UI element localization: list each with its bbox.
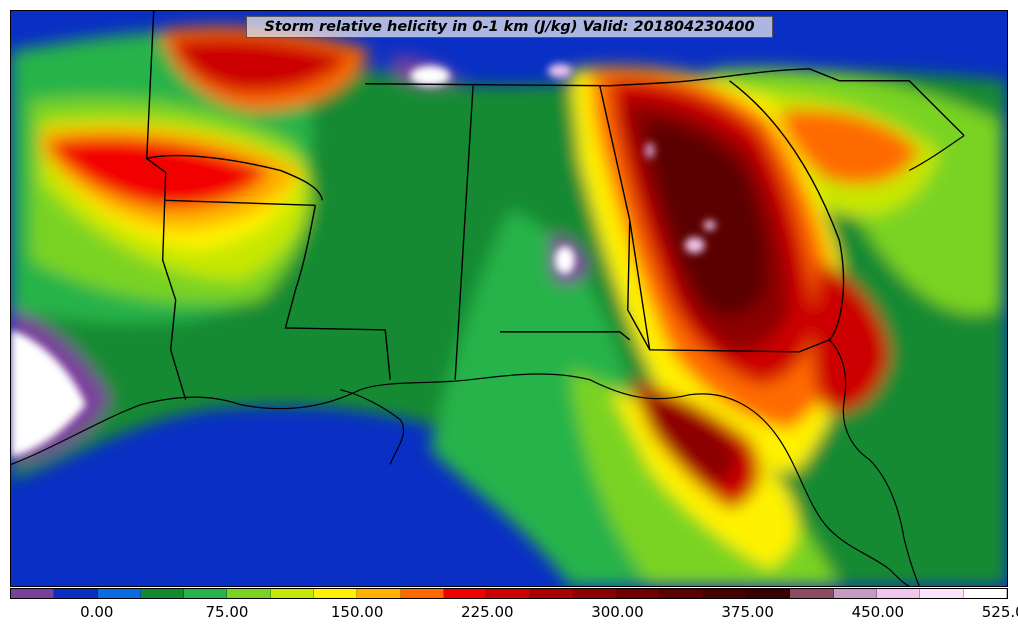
colorbar-swatch xyxy=(487,589,531,598)
colorbar-swatch xyxy=(314,589,358,598)
colorbar-swatch xyxy=(357,589,401,598)
map-title: Storm relative helicity in 0-1 km (J/kg)… xyxy=(264,19,755,35)
colorbar-tick-label: 225.00 xyxy=(461,603,514,621)
extreme-helicity-spots xyxy=(11,63,716,458)
colorbar-swatch xyxy=(11,589,55,598)
colorbar-swatch xyxy=(443,589,488,598)
colorbar-swatch xyxy=(140,589,185,598)
colorbar-tick-labels: 0.00 75.00 150.00 225.00 300.00 375.00 450.00 5… xyxy=(10,601,1018,623)
colorbar-swatch xyxy=(876,589,921,598)
map-title-box: Storm relative helicity in 0-1 km (J/kg)… xyxy=(246,16,773,38)
colorbar-swatch xyxy=(747,589,791,598)
colorbar-swatch xyxy=(400,589,444,598)
colorbar-tick-label: 375.00 xyxy=(721,603,774,621)
colorbar-swatch xyxy=(573,589,618,598)
colorbar-swatch xyxy=(617,589,661,598)
helicity-contours xyxy=(11,27,1007,586)
coastline xyxy=(11,135,965,586)
colorbar-tick-label: 150.00 xyxy=(330,603,384,621)
colorbar-swatch xyxy=(270,589,315,598)
colorbar-swatch xyxy=(530,589,574,598)
colorbar-swatch xyxy=(54,589,98,598)
colorbar-tick-label: 450.00 xyxy=(851,603,905,621)
colorbar-swatch xyxy=(790,589,834,598)
state-boundaries xyxy=(146,11,965,400)
colorbar-swatch xyxy=(920,589,964,598)
colorbar-tick-label: 525.00 xyxy=(981,603,1018,621)
colorbar-tick-label: 75.00 xyxy=(205,603,249,621)
colorbar xyxy=(10,588,1008,599)
colorbar-swatch xyxy=(833,589,877,598)
colorbar-swatch xyxy=(660,589,704,598)
helicity-field-map xyxy=(11,11,1007,586)
colorbar-swatch xyxy=(97,589,141,598)
colorbar-swatch xyxy=(184,589,228,598)
colorbar-tick-label: 0.00 xyxy=(80,603,114,621)
colorbar-tick-label: 300.00 xyxy=(591,603,644,621)
colorbar-swatch xyxy=(963,589,1007,598)
colorbar-swatch xyxy=(227,589,271,598)
map-panel[interactable] xyxy=(10,10,1008,587)
colorbar-swatch xyxy=(703,589,748,598)
